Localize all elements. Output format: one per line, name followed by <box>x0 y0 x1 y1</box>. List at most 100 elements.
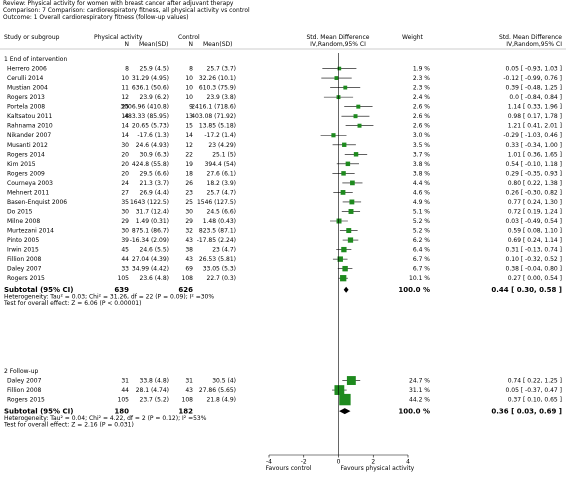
study-n-control: 108 <box>182 397 194 404</box>
study-meansd-intervention: 1.49 (0.31) <box>136 218 169 225</box>
study-point-estimate <box>353 152 359 157</box>
study-meansd-control: 403.08 (71.92) <box>191 113 236 120</box>
study-weight: 31.1 % <box>409 387 430 394</box>
study-n-intervention: 8 <box>125 66 129 73</box>
study-weight: 6.7 % <box>413 256 430 263</box>
study-name: Daley 2007 <box>7 378 42 385</box>
study-n-control: 13 <box>185 113 193 120</box>
column-headers: Study or subgroup Physical activity N Me… <box>4 34 562 48</box>
study-n-control: 22 <box>185 151 193 158</box>
study-point-estimate <box>356 104 361 109</box>
study-weight: 2.6 % <box>413 123 430 130</box>
study-point-estimate <box>346 376 356 385</box>
heterogeneity-text: Heterogeneity: Tau² = 0.03; Chi² = 31.26… <box>4 294 214 301</box>
favours-activity-label: Favours physical activity <box>341 465 415 472</box>
study-n-intervention: 10 <box>121 75 129 82</box>
study-n-control: 15 <box>185 123 193 130</box>
study-n-intervention: 30 <box>121 142 129 149</box>
study-point-estimate <box>341 171 346 176</box>
study-meansd-control: 27.86 (5.65) <box>199 387 236 394</box>
study-point-estimate <box>334 385 345 395</box>
study-name: Herrero 2006 <box>7 66 47 73</box>
study-n-intervention: 11 <box>121 85 129 92</box>
study-effect-ci: 1.21 [ 0.41, 2.01 ] <box>508 123 562 130</box>
study-meansd-intervention: 27.04 (4.39) <box>132 256 169 263</box>
study-name: Mustian 2004 <box>7 85 48 92</box>
study-effect-ci: 0.10 [ -0.32, 0.52 ] <box>506 256 562 263</box>
subtotal-diamond <box>343 286 349 293</box>
subtotal-weight: 100.0 % <box>398 408 430 416</box>
study-n-control: 31 <box>185 378 193 385</box>
study-meansd-intervention: 30.9 (6.3) <box>140 151 170 158</box>
x-tick-label: -4 <box>266 459 272 466</box>
study-effect-ci: 0.72 [ 0.19, 1.24 ] <box>508 208 562 215</box>
study-n-control: 43 <box>185 387 193 394</box>
study-effect-ci: 0.39 [ -0.48, 1.25 ] <box>506 85 562 92</box>
study-meansd-control: 2416.1 (718.6) <box>191 104 236 111</box>
study-weight: 10.1 % <box>409 275 430 282</box>
study-effect-ci: 0.74 [ 0.22, 1.25 ] <box>508 378 562 385</box>
study-effect-ci: 1.01 [ 0.36, 1.65 ] <box>508 151 562 158</box>
study-effect-ci: 0.03 [ -0.49, 0.54 ] <box>506 218 562 225</box>
study-n-control: 38 <box>185 247 193 254</box>
study-n-intervention: 30 <box>121 228 129 235</box>
comparison-title: Comparison: 7 Comparison: cardiorespirat… <box>3 8 250 14</box>
overall-effect-test: Test for overall effect: Z = 2.16 (P = 0… <box>3 422 134 429</box>
weight-column-header: Weight <box>402 34 424 41</box>
x-tick-label: 2 <box>371 459 375 466</box>
study-meansd-intervention: 424.8 (55.8) <box>132 161 169 168</box>
study-name: Rahnama 2010 <box>7 123 53 130</box>
study-n-intervention: 14 <box>121 132 129 139</box>
effect-right-header: Std. Mean Difference <box>499 34 562 41</box>
study-n-control: 10 <box>185 75 193 82</box>
review-title: Review: Physical activity for women with… <box>3 1 234 7</box>
study-meansd-control: 21.8 (4.9) <box>207 397 237 404</box>
study-effect-ci: 0.37 [ 0.10, 0.65 ] <box>508 397 562 404</box>
study-name: Rogers 2009 <box>7 170 45 177</box>
study-name: Mehnert 2011 <box>7 189 49 196</box>
study-meansd-intervention: 31.7 (12.4) <box>136 208 169 215</box>
study-name: Kaltsatou 2011 <box>7 113 53 120</box>
study-weight: 2.3 % <box>413 75 430 82</box>
study-meansd-intervention: 23.9 (6.2) <box>140 94 170 101</box>
study-weight: 3.7 % <box>413 151 430 158</box>
study-meansd-intervention: 24.6 (4.93) <box>136 142 169 149</box>
study-effect-ci: 0.38 [ -0.04, 0.80 ] <box>506 266 562 273</box>
study-name: Musanti 2012 <box>7 142 48 149</box>
group2-n-header: N <box>189 41 194 48</box>
study-meansd-control: -17.85 (2.24) <box>197 237 236 244</box>
study-effect-ci: 0.29 [ -0.35, 0.93 ] <box>506 170 562 177</box>
study-n-control: 23 <box>185 189 193 196</box>
study-meansd-control: 1546 (127.5) <box>197 199 236 206</box>
study-meansd-control: 610.3 (75.9) <box>199 85 236 92</box>
study-n-intervention: 29 <box>121 218 129 225</box>
group1-n-header: N <box>125 41 130 48</box>
study-point-estimate <box>337 66 342 71</box>
study-meansd-control: 26.53 (5.81) <box>199 256 236 263</box>
study-name: Rogers 2013 <box>7 94 45 101</box>
study-name: Pinto 2005 <box>7 237 39 244</box>
study-weight: 2.3 % <box>413 85 430 92</box>
study-weight: 2.6 % <box>413 104 430 111</box>
study-name: Do 2015 <box>7 208 33 215</box>
study-meansd-intervention: 25.9 (4.5) <box>140 66 170 73</box>
study-effect-ci: -0.29 [ -1.03, 0.46 ] <box>503 132 562 139</box>
study-n-control: 26 <box>185 180 193 187</box>
study-meansd-intervention: 33.8 (4.8) <box>140 378 170 385</box>
study-name: Milne 2008 <box>7 218 40 225</box>
study-meansd-control: 1.48 (0.43) <box>203 218 236 225</box>
study-meansd-intervention: 3006.96 (410.8) <box>120 104 169 111</box>
study-n-control: 108 <box>182 275 194 282</box>
study-weight: 24.7 % <box>409 378 430 385</box>
study-n-intervention: 39 <box>121 237 129 244</box>
study-weight: 3.8 % <box>413 161 430 168</box>
study-n-intervention: 44 <box>121 256 129 263</box>
study-meansd-intervention: 23.6 (4.8) <box>140 275 170 282</box>
study-meansd-control: 22.7 (0.3) <box>207 275 237 282</box>
study-weight: 2.4 % <box>413 94 430 101</box>
study-effect-ci: 0.77 [ 0.24, 1.30 ] <box>508 199 562 206</box>
study-meansd-control: 24.5 (6.6) <box>207 208 237 215</box>
study-weight: 2.6 % <box>413 113 430 120</box>
study-point-estimate <box>342 142 347 147</box>
study-weight: 4.6 % <box>413 189 430 196</box>
